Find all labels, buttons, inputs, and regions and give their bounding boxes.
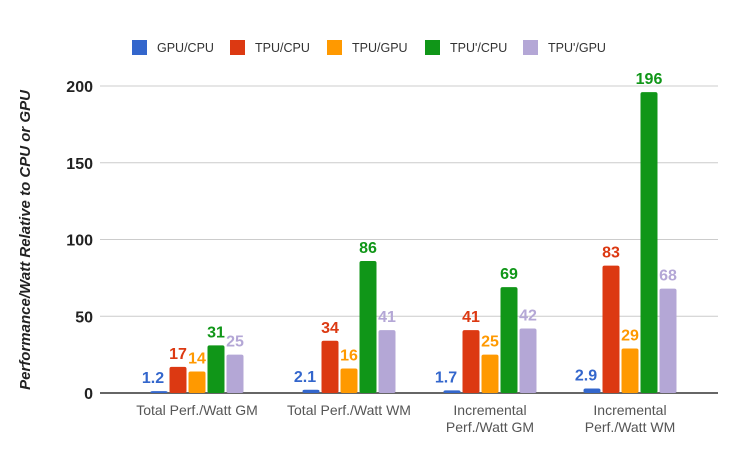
legend-swatch: [132, 40, 147, 55]
data-label: 16: [340, 347, 358, 364]
data-labels: 1.217 1431252.1341686411.7412569422.98329…: [142, 71, 677, 387]
x-axis-categories: Total Perf./Watt GM Total Perf./Watt WM In…: [136, 402, 675, 435]
data-label: 29: [621, 327, 639, 344]
data-label: 69: [500, 266, 518, 283]
bar: [321, 340, 339, 393]
bar: [583, 388, 601, 393]
legend-item: GPU/CPU: [132, 40, 214, 55]
data-label: 2.9: [575, 368, 597, 385]
data-label: 86: [359, 240, 377, 257]
bar: [659, 288, 677, 393]
data-label: 41: [378, 309, 396, 326]
data-label: 34: [321, 320, 339, 337]
bar: [462, 330, 480, 393]
bar: [169, 366, 187, 393]
data-label: 42: [519, 308, 537, 325]
bar: [207, 345, 225, 393]
legend-swatch: [523, 40, 538, 55]
bar: [150, 391, 168, 393]
data-label: 14: [188, 351, 206, 368]
bar: [640, 92, 658, 393]
x-category-label: Incremental: [593, 402, 666, 418]
legend: GPU/CPU TPU/CPU TPU/GPU TPU'/CPU TPU'/GPU: [132, 40, 606, 55]
y-tick-label: 200: [66, 79, 93, 96]
bar: [188, 371, 206, 393]
bar: [226, 354, 244, 393]
data-label: 25: [481, 334, 499, 351]
bar: [500, 287, 518, 393]
y-axis-ticks: 0 50 100 150 200: [66, 79, 93, 403]
bar: [602, 265, 620, 393]
y-tick-label: 50: [75, 309, 93, 326]
y-axis-label: Performance/Watt Relative to CPU or GPU: [17, 89, 34, 390]
bar: [340, 368, 358, 393]
data-label: 31: [207, 324, 225, 341]
x-category-label: Incremental: [453, 402, 526, 418]
data-label: 1.7: [435, 369, 457, 386]
data-label: 68: [659, 268, 677, 285]
legend-item: TPU'/GPU: [523, 40, 606, 55]
x-category-label: Total Perf./Watt GM: [136, 402, 258, 418]
x-category-label: Total Perf./Watt WM: [287, 402, 411, 418]
bar: [302, 389, 320, 393]
data-label: 25: [226, 334, 244, 351]
bar: [359, 260, 377, 393]
legend-label: TPU'/CPU: [450, 41, 507, 55]
data-label: 41: [462, 309, 480, 326]
bar: [621, 348, 639, 393]
data-label: 83: [602, 245, 620, 262]
data-label: 1.2: [142, 370, 164, 387]
y-tick-label: 100: [66, 233, 93, 250]
legend-item: TPU'/CPU: [425, 40, 507, 55]
y-tick-label: 150: [66, 156, 93, 173]
x-category-label: Perf./Watt GM: [446, 419, 534, 435]
legend-label: GPU/CPU: [157, 41, 214, 55]
legend-item: TPU/GPU: [327, 40, 408, 55]
legend-label: TPU/CPU: [255, 41, 310, 55]
bar: [519, 328, 537, 393]
legend-item: TPU/CPU: [230, 40, 310, 55]
y-tick-label: 0: [84, 386, 93, 403]
bar: [443, 390, 461, 393]
x-category-label: Perf./Watt WM: [585, 419, 675, 435]
bar: [378, 330, 396, 393]
legend-swatch: [327, 40, 342, 55]
legend-label: TPU/GPU: [352, 41, 408, 55]
legend-label: TPU'/GPU: [548, 41, 606, 55]
data-label: 2.1: [294, 369, 316, 386]
gridlines: [100, 85, 718, 394]
legend-swatch: [425, 40, 440, 55]
data-label: 196: [636, 71, 663, 88]
bars: [150, 92, 677, 393]
bar: [481, 354, 499, 393]
data-label: 17: [169, 346, 187, 363]
legend-swatch: [230, 40, 245, 55]
